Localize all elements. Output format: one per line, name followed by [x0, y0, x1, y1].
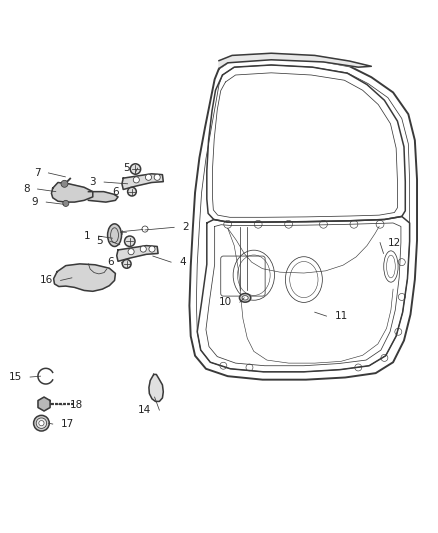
Text: 14: 14 — [138, 405, 152, 415]
Circle shape — [149, 246, 155, 252]
Text: 7: 7 — [34, 168, 41, 178]
Text: 9: 9 — [32, 197, 39, 207]
Text: 15: 15 — [9, 372, 22, 382]
Text: 5: 5 — [96, 236, 102, 246]
Circle shape — [36, 418, 47, 429]
Polygon shape — [149, 375, 163, 401]
Circle shape — [122, 260, 131, 268]
Text: 16: 16 — [39, 276, 53, 286]
Text: 12: 12 — [388, 238, 401, 247]
Circle shape — [127, 187, 136, 196]
Text: 11: 11 — [334, 311, 348, 321]
Text: 1: 1 — [84, 231, 91, 241]
Text: 6: 6 — [107, 257, 114, 267]
Circle shape — [140, 246, 146, 252]
Text: 17: 17 — [60, 419, 74, 429]
Polygon shape — [51, 182, 93, 202]
Circle shape — [154, 174, 160, 180]
Ellipse shape — [240, 294, 251, 302]
Circle shape — [34, 415, 49, 431]
Text: 8: 8 — [23, 184, 30, 194]
Text: 6: 6 — [112, 187, 119, 197]
Circle shape — [61, 180, 68, 187]
Text: 4: 4 — [179, 257, 186, 267]
Text: 18: 18 — [70, 400, 83, 410]
Polygon shape — [219, 53, 371, 68]
Text: 5: 5 — [123, 163, 130, 173]
Ellipse shape — [108, 224, 121, 246]
Polygon shape — [88, 192, 118, 202]
Circle shape — [145, 174, 152, 180]
Text: 2: 2 — [182, 222, 189, 232]
Circle shape — [63, 200, 69, 206]
Circle shape — [39, 421, 44, 426]
Polygon shape — [53, 264, 116, 292]
Circle shape — [128, 249, 134, 255]
Polygon shape — [117, 246, 158, 261]
Circle shape — [130, 164, 141, 174]
Polygon shape — [122, 174, 163, 189]
Ellipse shape — [242, 296, 248, 300]
Text: 10: 10 — [219, 297, 232, 307]
Text: 3: 3 — [90, 177, 96, 187]
Polygon shape — [38, 397, 50, 411]
Circle shape — [124, 236, 135, 246]
Circle shape — [133, 177, 139, 183]
